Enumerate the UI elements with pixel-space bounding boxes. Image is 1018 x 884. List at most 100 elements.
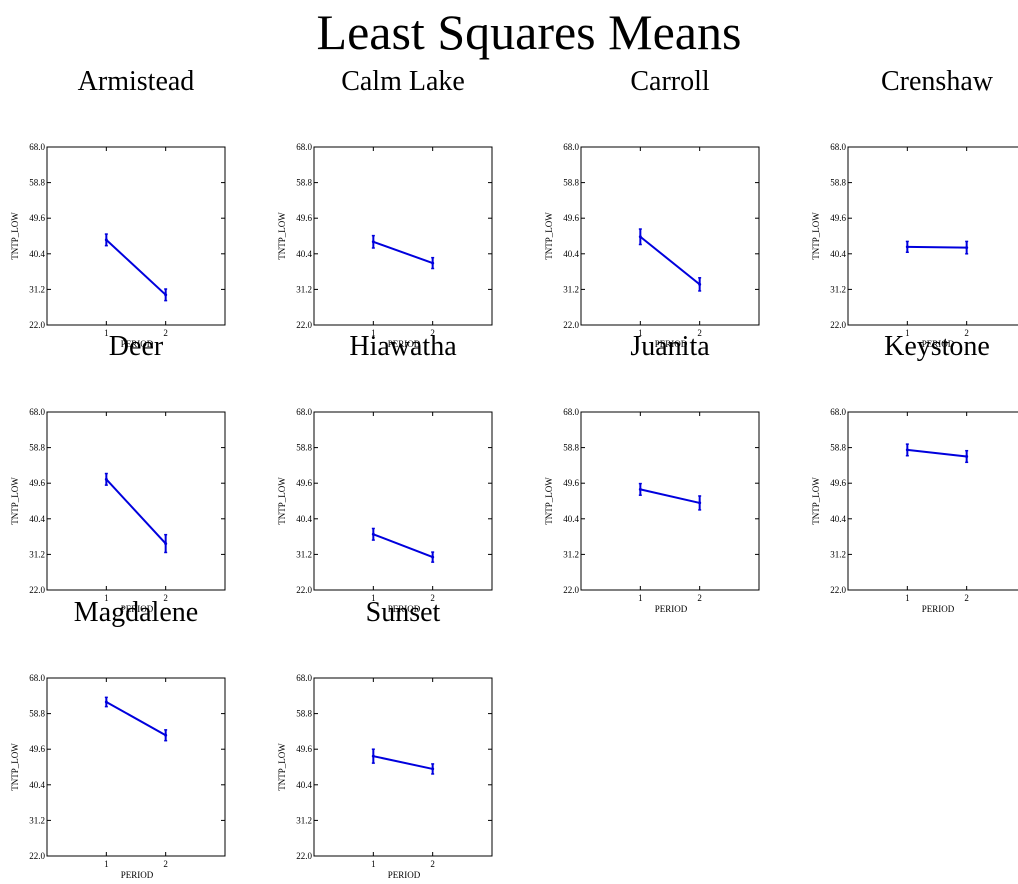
y-tick-label: 22.0: [830, 585, 846, 595]
axes-frame: [313, 411, 493, 591]
data-point: [104, 700, 108, 704]
data-point: [905, 245, 909, 249]
axes-frame: [46, 146, 226, 326]
x-tick-label: 2: [964, 328, 969, 338]
y-tick-label: 68.0: [29, 142, 45, 152]
series-line: [372, 240, 434, 265]
y-tick-label: 49.6: [830, 213, 846, 223]
y-tick-label: 22.0: [29, 851, 45, 861]
x-axis-label: PERIOD: [388, 870, 421, 880]
data-point: [698, 501, 702, 505]
axes-frame: [580, 411, 760, 591]
series-line: [640, 488, 700, 504]
y-tick-label: 68.0: [830, 407, 846, 417]
x-tick-label: 1: [371, 593, 376, 603]
x-tick-label: 2: [697, 328, 702, 338]
x-axis-label: PERIOD: [655, 604, 688, 614]
x-axis-label: PERIOD: [655, 339, 688, 349]
y-tick-label: 68.0: [29, 673, 45, 683]
y-tick-label: 58.8: [830, 443, 846, 453]
y-tick-label: 22.0: [563, 585, 579, 595]
panel-title: Armistead: [78, 66, 195, 97]
y-axis-label: TNTP_LOW: [10, 743, 20, 791]
axes-frame: [580, 146, 760, 326]
x-axis-label: PERIOD: [388, 339, 421, 349]
panel-title: Keystone: [884, 331, 990, 362]
series-line: [105, 701, 167, 737]
axes-frame: [46, 677, 226, 857]
panel-magdalene: Magdalene 22.0 31.2 40.4 49.6 58.8 68.0 1 2 PERIO…: [10, 597, 226, 880]
x-tick-label: 2: [163, 328, 168, 338]
data-point: [638, 487, 642, 491]
y-tick-label: 40.4: [563, 514, 579, 524]
panel-title: Crenshaw: [881, 66, 994, 97]
data-point: [164, 733, 168, 737]
x-tick-label: 2: [964, 593, 969, 603]
data-point: [431, 555, 435, 559]
data-point: [371, 240, 375, 244]
panel-title: Sunset: [366, 597, 441, 628]
data-point: [431, 261, 435, 265]
panel-carroll: Carroll 22.0 31.2 40.4 49.6 58.8 68.0 1 2 PERIOD T…: [544, 66, 760, 349]
series-line: [907, 448, 967, 458]
y-tick-label: 40.4: [296, 249, 312, 259]
y-tick-label: 31.2: [29, 284, 45, 294]
data-point: [905, 448, 909, 452]
y-tick-label: 49.6: [29, 744, 45, 754]
axes-frame: [313, 146, 493, 326]
y-tick-label: 22.0: [296, 851, 312, 861]
y-tick-label: 58.8: [29, 178, 45, 188]
y-tick-label: 68.0: [29, 407, 45, 417]
y-axis-label: TNTP_LOW: [544, 212, 554, 260]
data-point: [164, 542, 168, 546]
y-tick-label: 68.0: [296, 142, 312, 152]
y-tick-label: 31.2: [29, 549, 45, 559]
y-tick-label: 40.4: [830, 249, 846, 259]
y-tick-label: 58.8: [563, 443, 579, 453]
panel-title: Calm Lake: [341, 66, 465, 97]
data-point: [371, 754, 375, 758]
y-tick-label: 31.2: [563, 284, 579, 294]
panel-title: Juanita: [630, 331, 710, 362]
x-axis-label: PERIOD: [922, 339, 955, 349]
x-tick-label: 1: [905, 328, 910, 338]
panel-armistead: Armistead 22.0 31.2 40.4 49.6 58.8 68.0 1 2 PERIO…: [10, 66, 226, 349]
y-tick-label: 31.2: [29, 815, 45, 825]
x-tick-label: 1: [104, 593, 109, 603]
y-tick-label: 31.2: [830, 284, 846, 294]
y-tick-label: 22.0: [830, 320, 846, 330]
data-point: [638, 235, 642, 239]
panel-deer: Deer 22.0 31.2 40.4 49.6 58.8 68.0 1 2 PERIOD TNTP…: [10, 331, 226, 614]
y-axis-label: TNTP_LOW: [277, 743, 287, 791]
data-point: [965, 246, 969, 250]
y-tick-label: 40.4: [29, 249, 45, 259]
y-tick-label: 40.4: [830, 514, 846, 524]
x-tick-label: 2: [163, 859, 168, 869]
y-tick-label: 58.8: [830, 178, 846, 188]
x-tick-label: 1: [104, 328, 109, 338]
axes-frame: [313, 677, 493, 857]
y-tick-label: 58.8: [29, 443, 45, 453]
series-line: [372, 533, 434, 559]
x-tick-label: 1: [638, 328, 643, 338]
data-point: [104, 477, 108, 481]
axes-frame: [46, 411, 226, 591]
series-line: [373, 755, 433, 770]
panel-title: Hiawatha: [349, 331, 457, 362]
y-tick-label: 22.0: [296, 320, 312, 330]
y-tick-label: 49.6: [563, 478, 579, 488]
y-tick-label: 58.8: [296, 178, 312, 188]
data-point: [104, 238, 108, 242]
data-point: [164, 293, 168, 297]
y-axis-label: TNTP_LOW: [544, 477, 554, 525]
data-point: [371, 532, 375, 536]
y-tick-label: 22.0: [29, 585, 45, 595]
y-tick-label: 22.0: [296, 585, 312, 595]
y-tick-label: 68.0: [296, 407, 312, 417]
y-axis-label: TNTP_LOW: [277, 212, 287, 260]
y-tick-label: 68.0: [296, 673, 312, 683]
axes-frame: [847, 146, 1018, 326]
y-axis-label: TNTP_LOW: [811, 212, 821, 260]
y-tick-label: 58.8: [296, 709, 312, 719]
